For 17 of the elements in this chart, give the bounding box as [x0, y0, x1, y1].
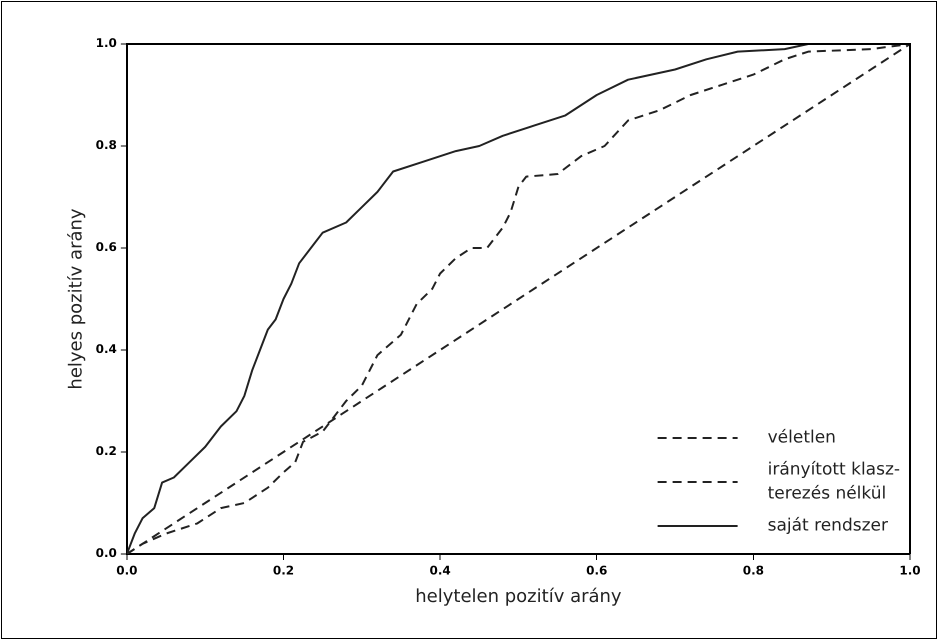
x-tick-label: 0.0 — [116, 563, 138, 578]
legend-label: irányított klasz-terezés nélkül — [768, 459, 900, 504]
y-tick-label: 0.2 — [96, 444, 117, 458]
x-tick-label: 0.2 — [272, 563, 294, 578]
y-tick-label: 1.0 — [96, 36, 117, 50]
y-tick-label: 0.4 — [96, 342, 117, 356]
x-tick-label: 0.8 — [742, 563, 764, 578]
x-axis-title: helytelen pozitív arány — [415, 586, 622, 607]
x-tick-label: 0.6 — [586, 563, 608, 578]
y-tick-label: 0.8 — [96, 138, 117, 152]
legend-label: véletlen — [768, 427, 836, 448]
y-tick-label: 0.6 — [96, 240, 117, 254]
x-tick-label: 1.0 — [899, 563, 921, 578]
y-tick-label: 0.0 — [96, 546, 117, 560]
y-axis-title: helyes pozitív arány — [65, 208, 86, 390]
legend-label: saját rendszer — [768, 515, 888, 536]
x-tick-label: 0.4 — [429, 563, 451, 578]
